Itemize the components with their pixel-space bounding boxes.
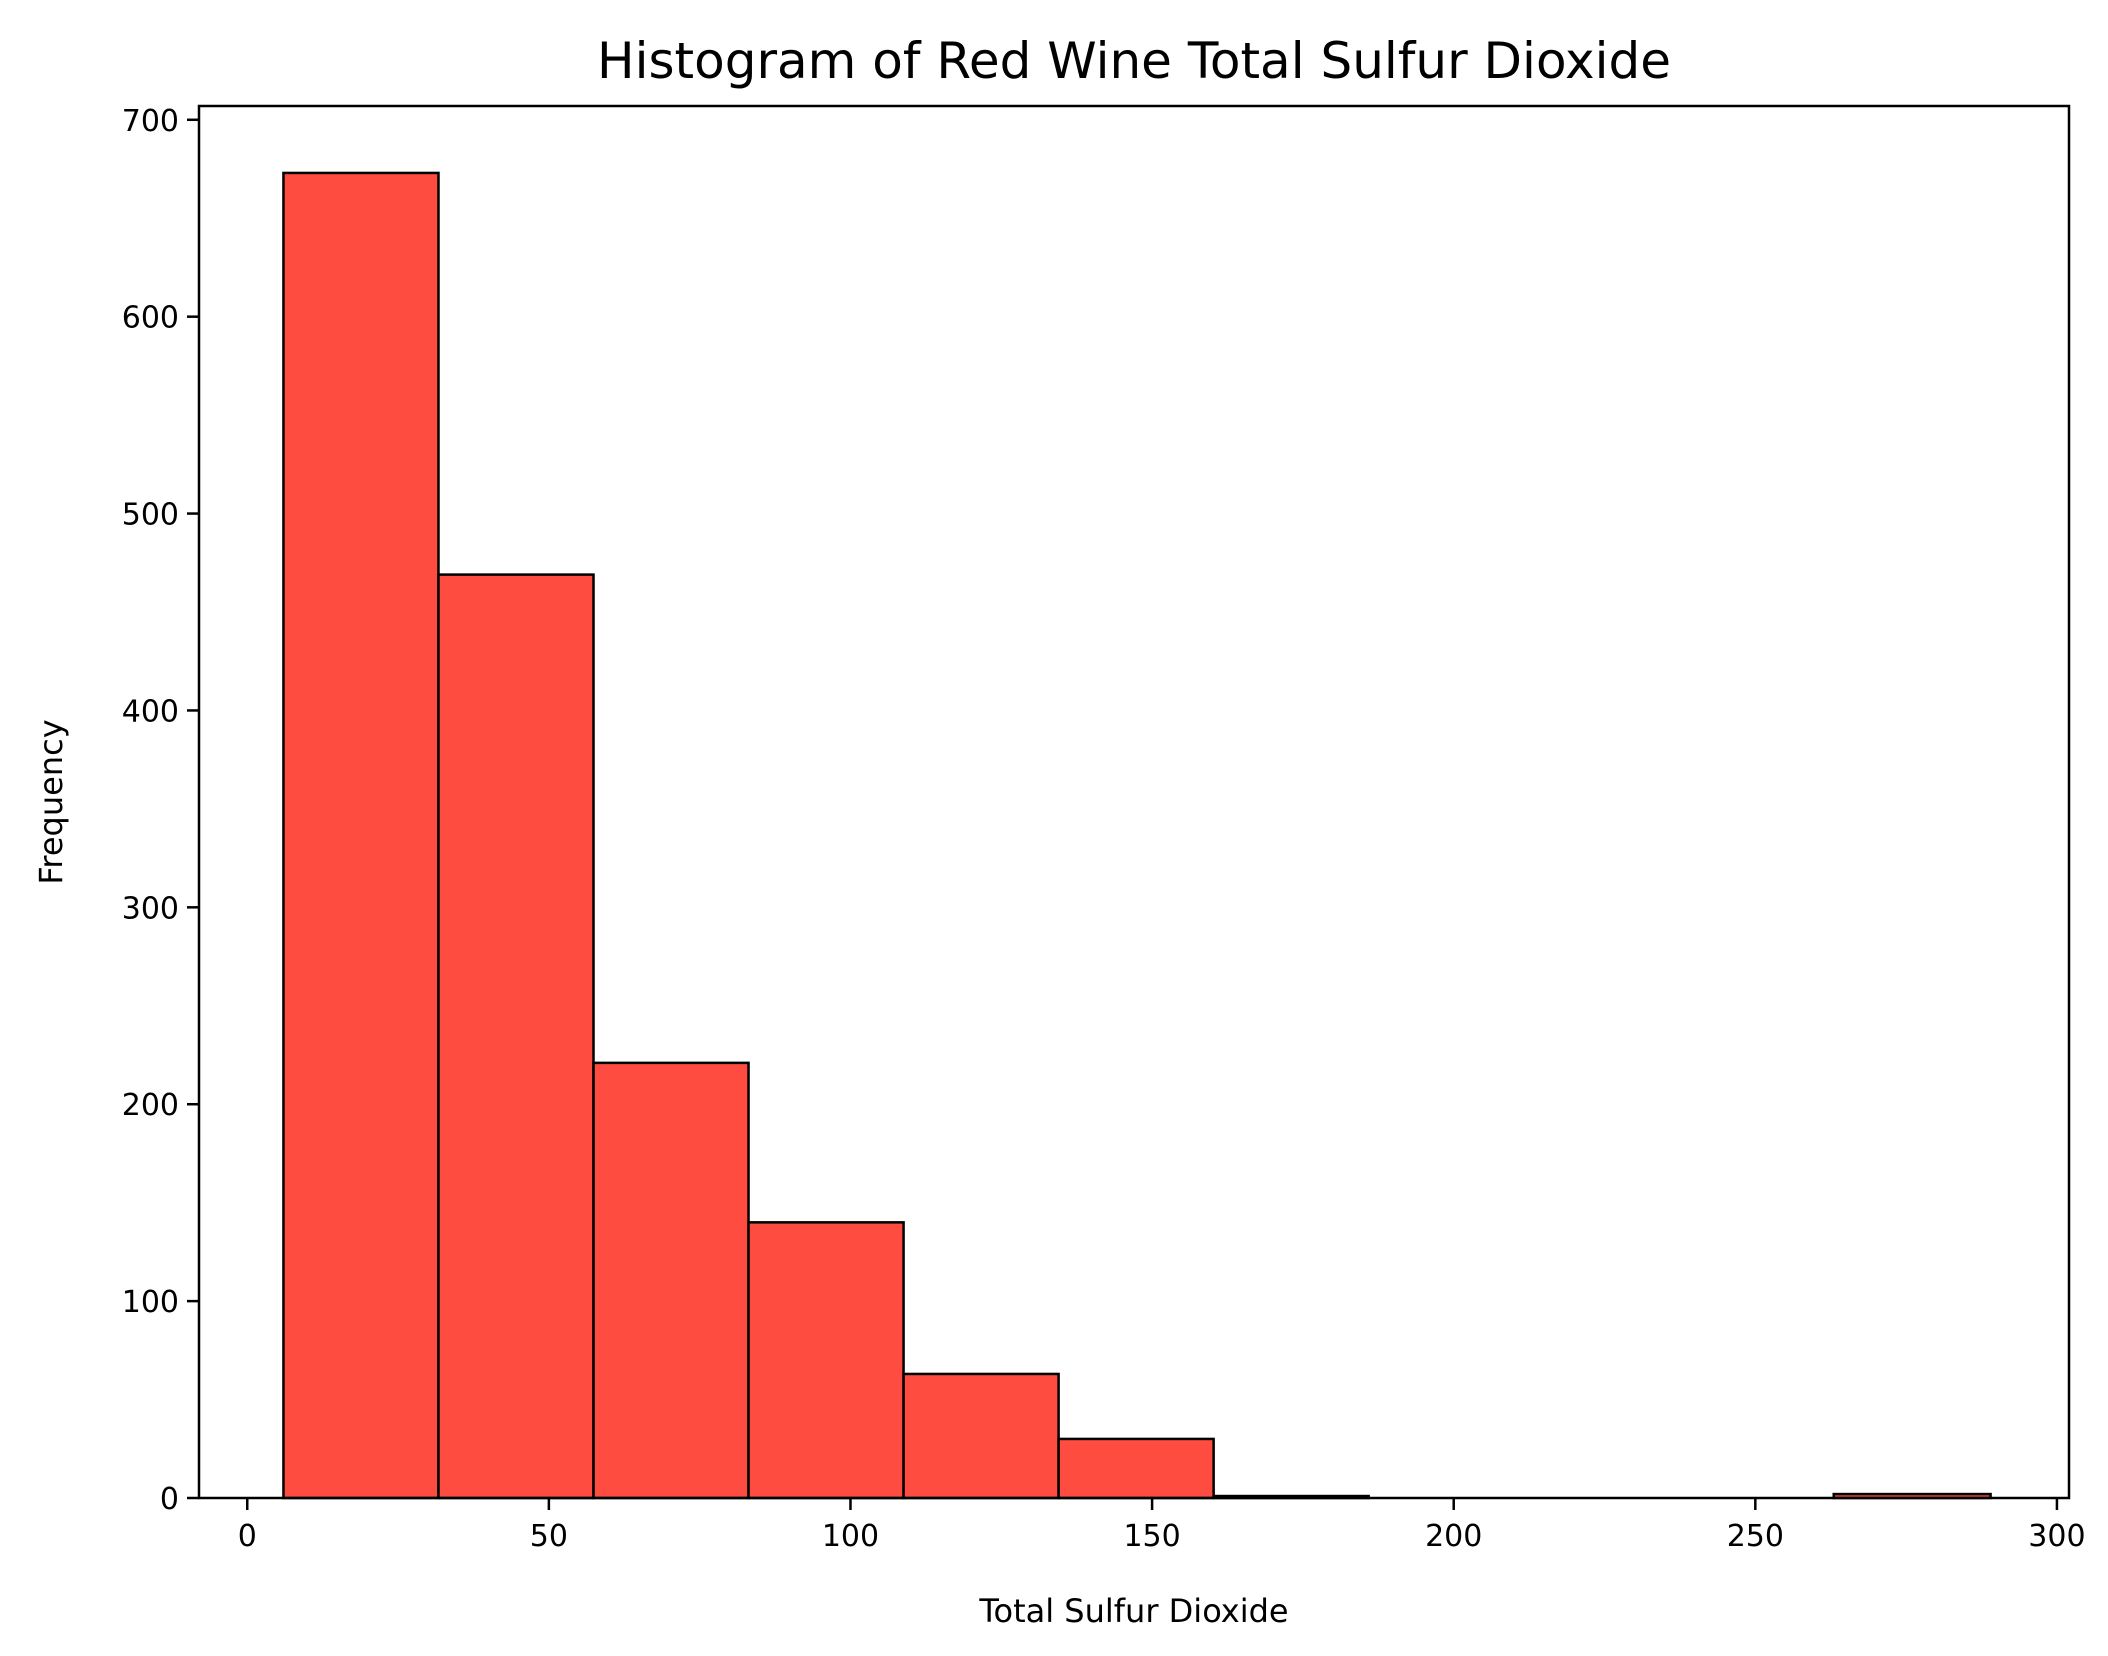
histogram-bar-4 [902, 1372, 1060, 1500]
y-tick-label-100: 100 [122, 1285, 179, 1320]
y-tick-label-700: 700 [122, 104, 179, 139]
y-tick-label-400: 400 [122, 694, 179, 729]
y-tick-label-500: 500 [122, 498, 179, 533]
y-tick-label-600: 600 [122, 301, 179, 336]
x-tick-label-0: 0 [238, 1519, 257, 1554]
x-tick-label-100: 100 [822, 1519, 879, 1554]
x-tick-label-50: 50 [530, 1519, 568, 1554]
histogram-bar-3 [747, 1221, 905, 1500]
chart-title: Histogram of Red Wine Total Sulfur Dioxi… [597, 32, 1671, 90]
x-tick-label-250: 250 [1727, 1519, 1784, 1554]
histogram-bar-0 [282, 171, 440, 1500]
x-axis: 0 50 100 150 200 250 300 [238, 1498, 2086, 1554]
x-tick-label-150: 150 [1123, 1519, 1180, 1554]
x-tick-label-300: 300 [2028, 1519, 2085, 1554]
histogram-bar-1 [437, 573, 595, 1500]
bars-group [282, 171, 1992, 1500]
histogram-bar-5 [1057, 1437, 1215, 1500]
histogram-bar-2 [592, 1061, 750, 1500]
y-tick-label-200: 200 [122, 1088, 179, 1123]
plot-frame [197, 104, 2071, 1500]
y-axis: 0 100 200 300 400 500 600 700 [122, 104, 199, 1517]
y-axis-label: Frequency [32, 719, 70, 884]
y-tick-label-0: 0 [160, 1482, 179, 1517]
y-tick-label-300: 300 [122, 891, 179, 926]
x-axis-label: Total Sulfur Dioxide [978, 1592, 1288, 1630]
x-tick-label-200: 200 [1425, 1519, 1482, 1554]
